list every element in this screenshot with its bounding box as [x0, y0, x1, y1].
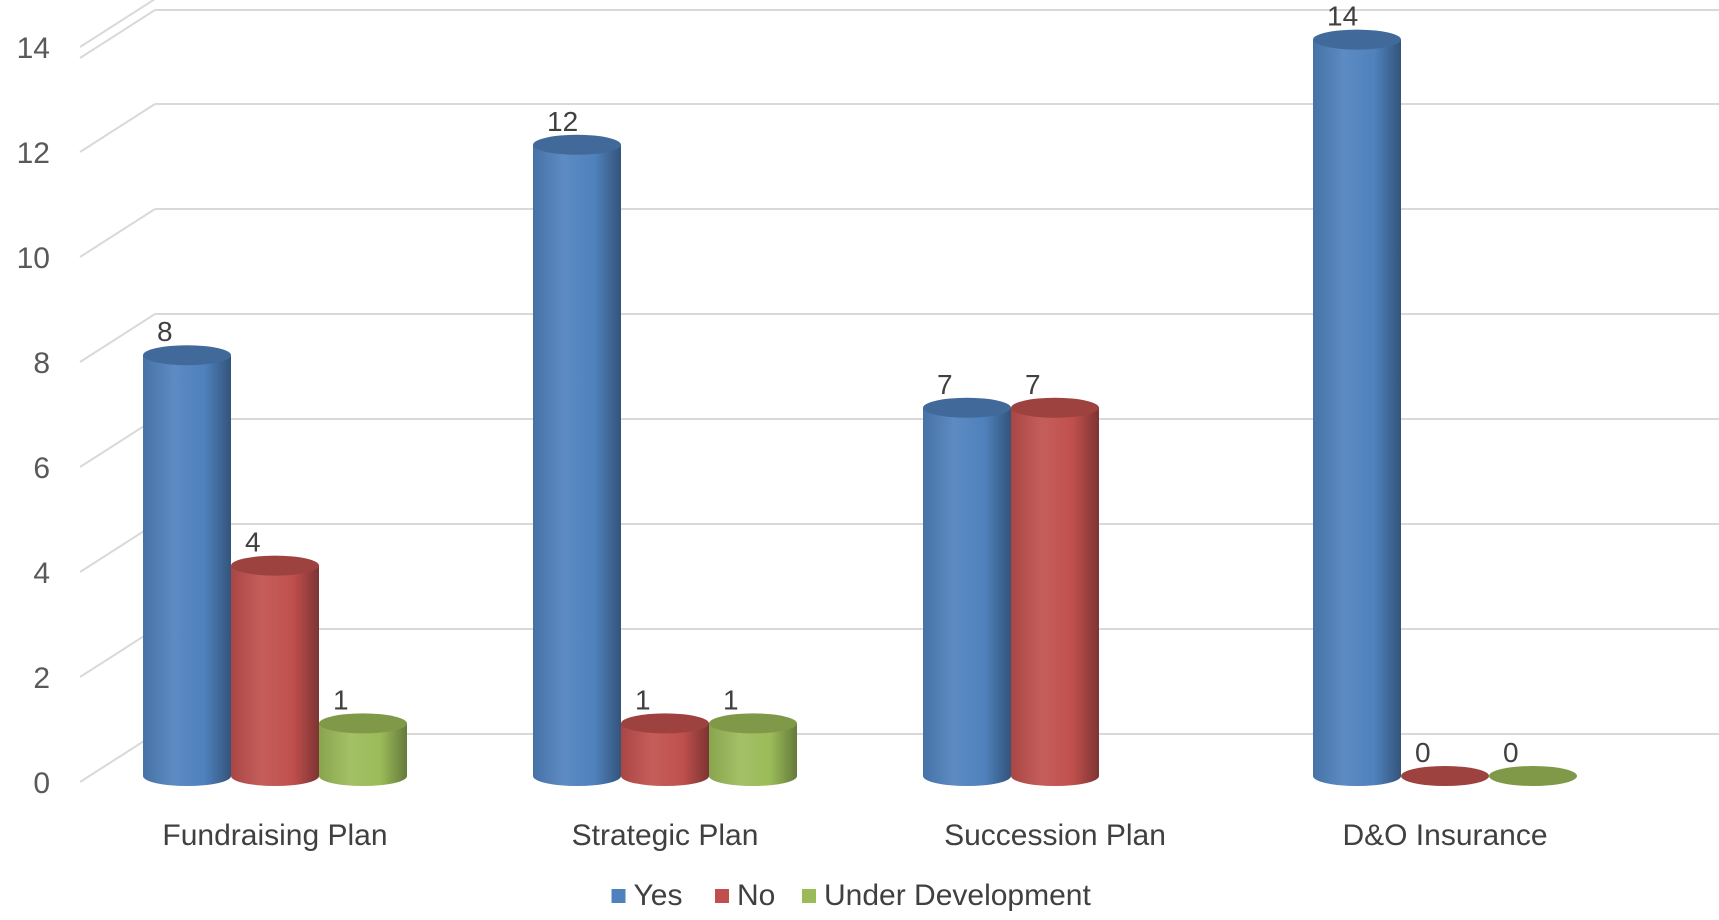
- x-axis-categories: Fundraising Plan Strategic Plan Succession…: [162, 819, 1547, 852]
- y-tick-label: 14: [17, 32, 50, 65]
- data-label: 7: [1025, 369, 1041, 400]
- bar-yes-strategic-plan: [533, 134, 621, 787]
- legend-label: Yes: [634, 879, 683, 912]
- category-label-succession-plan: Succession Plan: [944, 819, 1166, 852]
- gridline: [79, 313, 1719, 363]
- y-tick-label: 8: [33, 347, 50, 380]
- category-label-dando-insurance: D&O Insurance: [1342, 819, 1547, 852]
- y-tick-label: 12: [17, 137, 50, 170]
- data-labels: 8 4 1 12 1 1 7 7 14 0 0: [157, 1, 1519, 768]
- legend-label: No: [737, 879, 775, 912]
- y-axis-ticks: 0 2 4 6 8 10 12 14: [17, 32, 50, 800]
- y-tick-label: 4: [33, 557, 50, 590]
- legend-swatch: [802, 889, 816, 903]
- legend-item-no: No: [715, 879, 775, 912]
- gridline: [79, 523, 1719, 573]
- bar-no-fundraising-plan: [231, 555, 319, 786]
- gridline: [79, 418, 1719, 468]
- gridline: [79, 103, 1719, 153]
- bar-no-succession-plan: [1011, 397, 1099, 786]
- y-tick-label: 10: [17, 242, 50, 275]
- data-label: 1: [723, 684, 739, 715]
- data-label: 8: [157, 316, 173, 347]
- bar-yes-dando-insurance: [1313, 29, 1401, 787]
- data-label: 1: [333, 684, 349, 715]
- data-label: 14: [1327, 1, 1358, 32]
- y-tick-label: 2: [33, 662, 50, 695]
- data-label: 0: [1415, 737, 1431, 768]
- category-label-strategic-plan: Strategic Plan: [572, 819, 759, 852]
- legend-swatch: [715, 889, 729, 903]
- bars: [143, 29, 1577, 787]
- bar-under-development-fundraising-plan: [319, 713, 407, 786]
- category-label-fundraising-plan: Fundraising Plan: [162, 819, 387, 852]
- data-label: 7: [937, 369, 953, 400]
- gridline: [79, 9, 1719, 59]
- gridline: [79, 0, 156, 48]
- bar-under-development-dando-insurance: [1489, 766, 1577, 786]
- data-label: 4: [245, 527, 261, 558]
- bar-no-strategic-plan: [621, 713, 709, 786]
- data-label: 0: [1503, 737, 1519, 768]
- legend: Yes No Under Development: [611, 879, 1091, 912]
- gridlines: [79, 0, 1719, 783]
- y-tick-label: 0: [33, 767, 50, 800]
- data-label: 1: [635, 684, 651, 715]
- legend-label: Under Development: [824, 879, 1091, 912]
- legend-swatch: [611, 889, 626, 903]
- data-label: 12: [547, 106, 578, 137]
- legend-item-under-development: Under Development: [802, 879, 1091, 912]
- bar-yes-succession-plan: [923, 397, 1011, 786]
- gridline: [79, 208, 1719, 258]
- bar-yes-fundraising-plan: [143, 345, 231, 786]
- gridline: [79, 628, 1719, 678]
- legend-item-yes: Yes: [611, 879, 683, 912]
- y-tick-label: 6: [33, 452, 50, 485]
- bar-under-development-strategic-plan: [709, 713, 797, 786]
- bar-no-dando-insurance: [1401, 766, 1489, 786]
